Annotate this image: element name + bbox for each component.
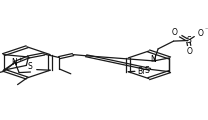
Text: O: O <box>198 29 203 38</box>
Text: O: O <box>172 28 178 37</box>
Text: N: N <box>11 58 17 67</box>
Text: S: S <box>186 36 191 45</box>
Text: S: S <box>144 66 149 75</box>
Text: S: S <box>27 62 32 71</box>
Text: O: O <box>186 47 192 56</box>
Text: N: N <box>150 55 156 64</box>
Text: +: + <box>17 57 22 62</box>
Text: ⁻: ⁻ <box>205 28 208 33</box>
Text: Br: Br <box>137 67 146 76</box>
